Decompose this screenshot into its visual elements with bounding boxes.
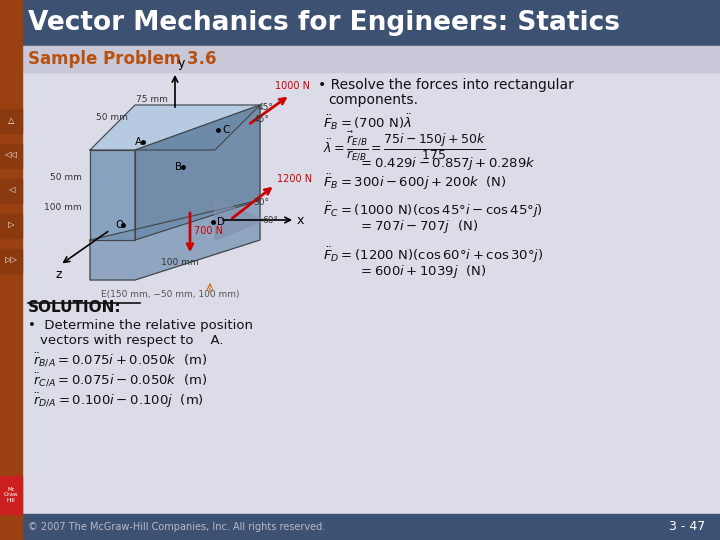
Polygon shape <box>90 105 260 150</box>
Polygon shape <box>90 200 260 280</box>
Text: 60°: 60° <box>262 216 278 225</box>
Text: A: A <box>135 137 142 147</box>
Text: 30°: 30° <box>253 198 269 207</box>
Bar <box>0 109 22 133</box>
Polygon shape <box>90 150 135 240</box>
Text: ◁◁: ◁◁ <box>4 151 17 159</box>
Text: 1200 N: 1200 N <box>277 174 312 184</box>
Text: Vector Mechanics for Engineers: Statics: Vector Mechanics for Engineers: Statics <box>28 10 620 36</box>
Text: $= 0.429i - 0.857j + 0.289k$: $= 0.429i - 0.857j + 0.289k$ <box>358 155 536 172</box>
Text: C: C <box>222 125 230 135</box>
Text: 45°: 45° <box>254 115 270 124</box>
Polygon shape <box>215 200 265 240</box>
Bar <box>0 214 22 238</box>
Text: ▷▷: ▷▷ <box>4 255 17 265</box>
Text: $\ddot{r}_{C/A} = 0.075i - 0.050k\ \ \mathrm{(m)}$: $\ddot{r}_{C/A} = 0.075i - 0.050k\ \ \ma… <box>33 372 207 389</box>
Text: 100 mm: 100 mm <box>45 203 82 212</box>
Text: • Resolve the forces into rectangular: • Resolve the forces into rectangular <box>318 78 574 92</box>
Text: •  Determine the relative position: • Determine the relative position <box>28 319 253 332</box>
Bar <box>22 72 720 514</box>
Text: $\ddot{r}_{B/A} = 0.075i + 0.050k\ \ \mathrm{(m)}$: $\ddot{r}_{B/A} = 0.075i + 0.050k\ \ \ma… <box>33 352 207 369</box>
Text: 50 mm: 50 mm <box>50 173 82 182</box>
Bar <box>0 476 22 514</box>
Text: △: △ <box>8 116 14 125</box>
Text: D: D <box>217 217 225 227</box>
Bar <box>0 179 22 203</box>
Bar <box>22 46 720 72</box>
Bar <box>0 0 720 46</box>
Text: y: y <box>178 57 185 70</box>
Bar <box>0 514 720 540</box>
Text: 3 - 47: 3 - 47 <box>669 521 705 534</box>
Text: Sample Problem 3.6: Sample Problem 3.6 <box>28 50 217 68</box>
Text: components.: components. <box>328 93 418 107</box>
Bar <box>0 0 22 540</box>
Text: B: B <box>175 162 182 172</box>
Text: E(150 mm, −50 mm, 100 mm): E(150 mm, −50 mm, 100 mm) <box>101 290 239 299</box>
Text: O: O <box>115 220 123 230</box>
Text: 50 mm: 50 mm <box>96 113 128 122</box>
Text: $\ddot{\lambda} = \dfrac{\vec{r}_{E/B}}{r_{E/B}} = \dfrac{75i - 150j + 50k}{175}: $\ddot{\lambda} = \dfrac{\vec{r}_{E/B}}{… <box>323 130 486 164</box>
Text: 45°: 45° <box>258 103 274 112</box>
Bar <box>0 249 22 273</box>
Text: Mc
Graw
Hill: Mc Graw Hill <box>4 487 18 503</box>
Text: x: x <box>297 213 305 226</box>
Bar <box>0 144 22 168</box>
Text: vectors with respect to    A.: vectors with respect to A. <box>40 334 223 347</box>
Text: $\ddot{F}_B = 300i - 600j + 200k\ \ \mathrm{(N)}$: $\ddot{F}_B = 300i - 600j + 200k\ \ \mat… <box>323 172 507 192</box>
Text: $\ddot{F}_B = (700\ \mathrm{N})\ddot{\lambda}$: $\ddot{F}_B = (700\ \mathrm{N})\ddot{\la… <box>323 112 413 132</box>
Text: 1000 N: 1000 N <box>275 81 310 91</box>
Text: ◁: ◁ <box>8 186 14 194</box>
Text: $= 600i + 1039j\ \ \mathrm{(N)}$: $= 600i + 1039j\ \ \mathrm{(N)}$ <box>358 263 487 280</box>
Text: z: z <box>55 268 61 281</box>
Text: $\ddot{F}_D = (1200\ \mathrm{N})(\cos 60°i + \cos 30°j)$: $\ddot{F}_D = (1200\ \mathrm{N})(\cos 60… <box>323 245 544 265</box>
Text: $\ddot{F}_C = (1000\ \mathrm{N})(\cos 45°i - \cos 45°j)$: $\ddot{F}_C = (1000\ \mathrm{N})(\cos 45… <box>323 200 543 220</box>
Text: 75 mm: 75 mm <box>136 95 168 104</box>
Text: $= 707i - 707j\ \ \mathrm{(N)}$: $= 707i - 707j\ \ \mathrm{(N)}$ <box>358 218 478 235</box>
Text: 100 mm: 100 mm <box>161 258 199 267</box>
Polygon shape <box>135 105 260 240</box>
Text: © 2007 The McGraw-Hill Companies, Inc. All rights reserved.: © 2007 The McGraw-Hill Companies, Inc. A… <box>28 522 325 532</box>
Text: 700 N: 700 N <box>194 226 223 236</box>
Text: $\ddot{r}_{D/A} = 0.100i - 0.100j\ \ \mathrm{(m)}$: $\ddot{r}_{D/A} = 0.100i - 0.100j\ \ \ma… <box>33 392 204 410</box>
Text: SOLUTION:: SOLUTION: <box>28 300 122 315</box>
Text: ▷: ▷ <box>8 220 14 230</box>
